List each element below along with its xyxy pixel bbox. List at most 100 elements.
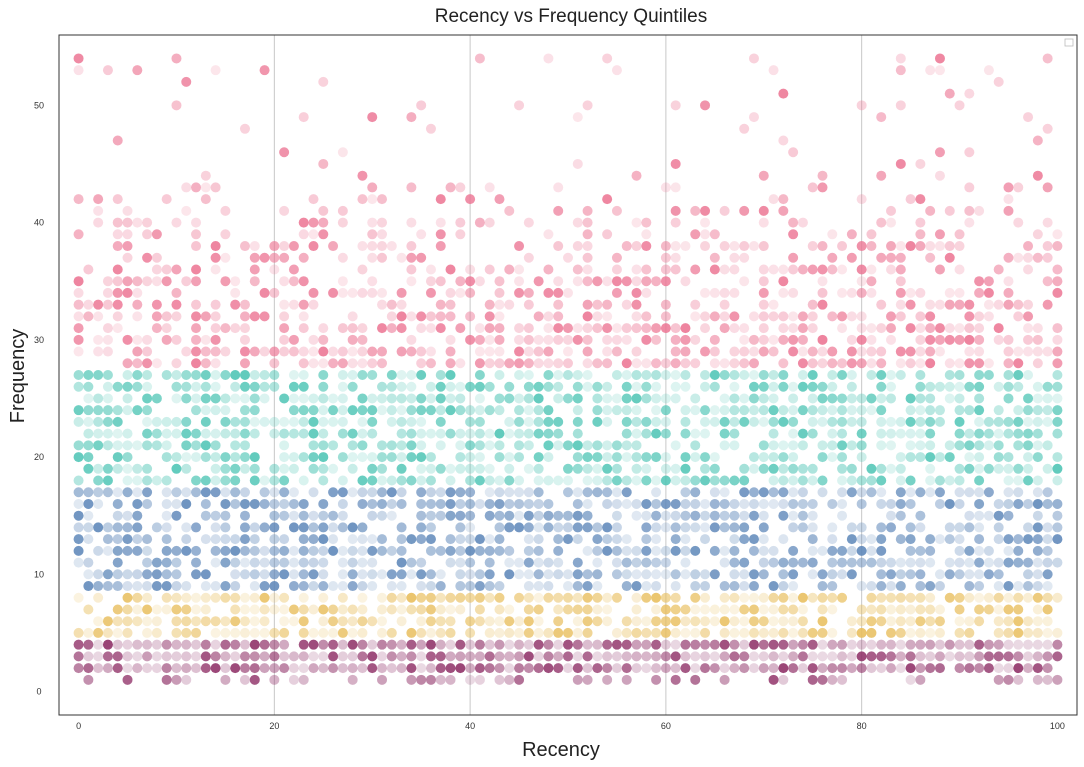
data-point [915,557,926,568]
data-point [406,217,417,228]
data-point [954,463,965,474]
data-point [435,370,446,380]
data-point [856,311,867,322]
data-point [934,604,945,615]
data-point [631,651,642,662]
data-point [954,393,965,404]
data-point [298,616,309,627]
data-point [1032,170,1043,181]
data-point [523,217,534,228]
data-point [954,534,965,545]
data-point [279,393,290,404]
data-point [1003,287,1014,298]
data-point [807,545,818,556]
data-point [1023,405,1034,416]
data-point [807,299,818,310]
data-point [171,217,182,228]
data-point [983,65,994,76]
data-point [797,651,808,662]
data-point [553,545,564,556]
data-point [611,252,622,263]
data-point [895,53,906,64]
data-point [406,252,417,263]
data-point [142,581,153,592]
data-point [934,416,945,427]
data-point [132,334,143,345]
data-point [954,241,965,252]
data-point [660,604,671,615]
data-point [347,557,358,568]
data-point [797,323,808,334]
data-point [631,604,642,615]
data-point [700,592,711,603]
data-point [474,674,485,685]
data-point [651,522,662,533]
data-point [269,569,280,580]
data-point [807,428,818,439]
data-point [122,205,133,216]
data-point [181,674,192,685]
data-point [621,452,632,463]
data-point [533,604,544,615]
data-point [758,510,769,521]
data-point [543,581,554,592]
data-point [925,663,936,674]
data-point [895,416,906,427]
data-point [719,510,730,521]
data-point [954,405,965,416]
data-point [582,241,593,252]
data-point [856,452,867,463]
data-point [905,639,916,650]
data-point [905,241,916,252]
data-point [993,534,1004,545]
data-point [93,592,104,603]
data-point [974,323,985,334]
data-point [543,569,554,580]
data-point [308,287,319,298]
data-point [553,370,564,380]
data-point [93,299,104,310]
data-point [895,498,906,509]
data-point [259,498,270,509]
data-point [308,663,319,674]
data-point [151,323,162,334]
data-point [1023,334,1034,345]
data-point [386,405,397,416]
data-point [191,370,202,380]
data-point [230,581,241,592]
data-point [915,416,926,427]
data-point [191,311,202,322]
data-point [122,463,133,474]
data-point [690,393,701,404]
data-point [377,393,388,404]
data-point [269,510,280,521]
data-point [758,405,769,416]
data-point [543,311,554,322]
data-point [455,498,466,509]
data-point [425,276,436,287]
data-point [709,522,720,533]
data-point [171,510,182,521]
data-point [602,545,613,556]
data-point [856,264,867,275]
data-point [602,522,613,533]
data-point [660,405,671,416]
data-point [102,616,113,627]
data-point [181,581,192,592]
data-point [709,639,720,650]
data-point [934,405,945,416]
data-point [386,370,397,380]
data-point [748,616,759,627]
data-point [876,428,887,439]
data-point [611,592,622,603]
x-tick-label: 0 [76,721,81,731]
data-point [337,147,348,158]
data-point [680,358,691,369]
data-point [876,557,887,568]
data-point [964,346,975,357]
data-point [925,440,936,451]
data-point [768,405,779,416]
data-point [102,323,113,334]
data-point [827,674,838,685]
data-point [288,381,299,392]
